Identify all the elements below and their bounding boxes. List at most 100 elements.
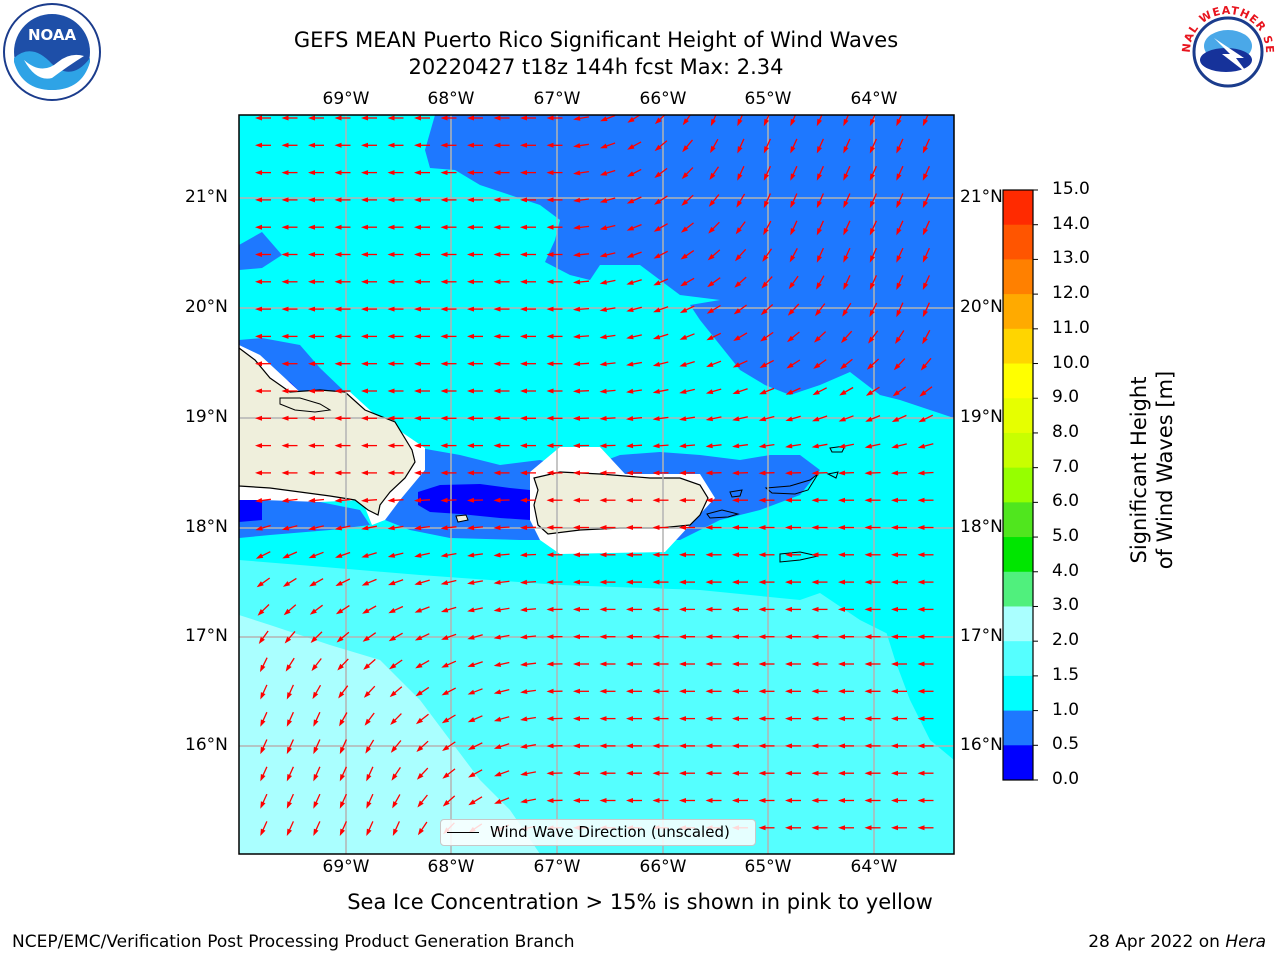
wave-arrow-head	[334, 197, 342, 203]
wave-arrow-head	[627, 144, 635, 150]
gridlines	[239, 115, 954, 854]
wave-arrow-head	[706, 362, 714, 367]
wave-arrow-head	[838, 661, 845, 667]
wave-arrow-head	[339, 828, 345, 836]
wave-arrow-head	[414, 252, 421, 257]
wave-arrow-head	[790, 118, 796, 127]
wave-arrow-head	[467, 279, 474, 285]
wave-arrow-head	[546, 361, 554, 367]
wave-arrow-head	[865, 390, 874, 396]
lat-label-left: 19°N	[185, 407, 228, 427]
wave-arrow-head	[627, 171, 635, 177]
wave-arrow-head	[309, 608, 317, 615]
wave-arrow-head	[811, 525, 819, 530]
wave-arrow-head	[520, 497, 527, 503]
wave-arrow-head	[392, 801, 398, 809]
wave-arrow-head	[811, 634, 819, 640]
wave-arrow-head	[626, 280, 634, 285]
wave-arrow-head	[869, 118, 875, 127]
wave-arrow-head	[652, 634, 660, 640]
wave-arrow-head	[841, 336, 848, 344]
wave-arrow-head	[467, 388, 474, 394]
wave-arrow-head	[705, 389, 714, 394]
wave-arrow-head	[361, 115, 368, 121]
wave-arrow-head	[816, 282, 822, 290]
colorbar-segment	[1003, 571, 1033, 607]
wave-arrow-head	[891, 470, 899, 476]
colorbar-tick-label: 9.0	[1052, 387, 1080, 408]
wave-arrow-head	[284, 636, 292, 644]
wave-arrow-head	[387, 443, 395, 449]
wave-arrow-head	[467, 607, 475, 613]
wave-arrow-head	[732, 716, 739, 722]
wave-arrow-head	[520, 170, 527, 176]
wave-arrow-head	[922, 309, 928, 318]
wave-arrow-head	[785, 825, 792, 831]
wave-arrow-head	[573, 770, 580, 776]
wave-arrow-head	[654, 171, 662, 178]
wave-arrow-head	[735, 227, 742, 235]
caption: Sea Ice Concentration > 15% is shown in …	[347, 890, 933, 914]
wave-arrow-head	[600, 116, 608, 122]
wave-arrow-head	[467, 415, 474, 421]
wave-arrow-head	[440, 333, 448, 339]
wave-arrow-head	[869, 282, 875, 290]
wave-arrow-head	[652, 443, 660, 449]
wave-arrow-head	[546, 579, 554, 585]
lon-label-bottom: 67°W	[533, 857, 581, 877]
wave-arrow-head	[679, 525, 686, 530]
wave-arrow-head	[843, 228, 849, 236]
wave-arrow-head	[308, 197, 315, 203]
wave-arrow-head	[440, 224, 448, 230]
wave-arrow-head	[387, 142, 395, 148]
wave-arrow-head	[652, 661, 660, 667]
wave-arrow-head	[339, 774, 345, 782]
wave-arrow-head	[334, 170, 342, 176]
wave-arrow-head	[760, 308, 768, 316]
wave-arrow-head	[896, 173, 902, 181]
wave-arrow-head	[864, 606, 872, 612]
wave-arrow-head	[758, 634, 766, 640]
wave-arrow-head	[705, 798, 713, 803]
wave-arrow-head	[735, 254, 742, 262]
wave-arrow-head	[308, 224, 315, 230]
wave-arrow-head	[816, 200, 822, 209]
wave-arrow-head	[891, 416, 900, 422]
wave-arrow-head	[758, 825, 766, 831]
wave-arrow-head	[255, 306, 262, 312]
wave-arrow-head	[493, 744, 502, 749]
wave-arrow-head	[467, 306, 474, 312]
wave-arrow-head	[652, 798, 660, 803]
wave-arrow-head	[520, 607, 528, 613]
wave-arrow-head	[361, 279, 368, 285]
wave-arrow-head	[573, 115, 581, 121]
wave-arrow-head	[787, 308, 795, 316]
wave-arrow-head	[680, 280, 688, 287]
wave-arrow-head	[361, 224, 368, 230]
wave-arrow-head	[493, 224, 501, 230]
wave-arrow-head	[286, 828, 292, 836]
lon-label-bottom: 65°W	[744, 857, 792, 877]
wave-arrow-head	[546, 716, 554, 722]
wave-arrow-head	[546, 333, 554, 339]
wave-arrow-head	[917, 743, 925, 749]
wave-arrow-head	[679, 389, 687, 394]
wave-arrow-head	[335, 608, 344, 615]
wave-arrow-head	[546, 497, 554, 503]
wave-arrow-head	[891, 443, 899, 449]
wave-arrow-head	[334, 306, 342, 312]
wave-arrow-head	[361, 170, 368, 176]
wave-arrow-head	[387, 497, 395, 503]
wave-arrow-head	[869, 173, 875, 181]
wave-arrow-head	[308, 553, 316, 559]
wave-arrow-head	[732, 443, 740, 449]
wave-arrow-head	[626, 307, 634, 312]
wave-arrow-head	[260, 719, 266, 727]
wave-arrow-head	[573, 552, 580, 558]
wave-arrow-head	[546, 743, 554, 749]
wave-arrow-head	[334, 252, 342, 257]
wave-arrow-head	[732, 362, 741, 368]
wave-arrow-head	[493, 525, 501, 531]
lat-label-right: 16°N	[960, 735, 1003, 755]
